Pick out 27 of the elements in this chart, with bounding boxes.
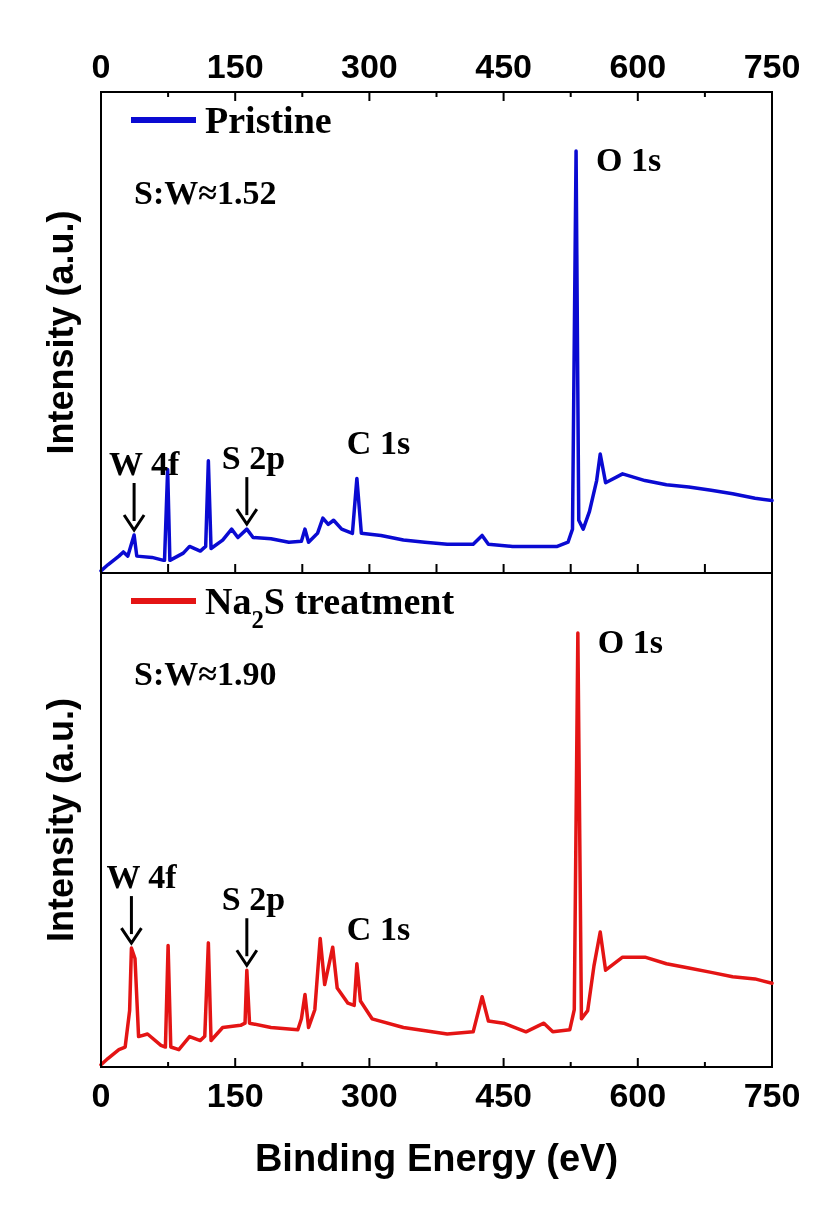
x-tick-label: 0 <box>91 1076 111 1114</box>
annotation: C 1s <box>346 909 411 947</box>
annotation: O 1s <box>597 623 664 660</box>
legend-label: Na$_{2}$S treatment <box>205 580 455 633</box>
annotation: W 4f <box>106 858 178 896</box>
x-tick-label: 0 <box>91 47 111 85</box>
y-axis-title: Intensity (a.u.) <box>40 210 81 455</box>
x-tick-label: 750 <box>743 47 801 85</box>
x-tick-label: 150 <box>206 1076 264 1114</box>
x-tick-label: 450 <box>475 47 532 85</box>
x-tick-label: 600 <box>609 47 667 85</box>
legend-label: Pristine <box>205 99 332 141</box>
annotation: W 4f <box>109 445 180 483</box>
annotation: O 1s <box>596 141 662 178</box>
annotation: S:W≈1.52 <box>134 174 277 211</box>
x-tick-label: 750 <box>743 1076 801 1114</box>
annotation: S 2p <box>221 439 286 477</box>
annotation: S:W≈1.90 <box>134 655 277 692</box>
x-tick-label: 450 <box>475 1076 532 1114</box>
x-axis-title: Binding Energy (eV) <box>254 1137 619 1179</box>
x-tick-label: 600 <box>609 1076 667 1114</box>
y-axis-title: Intensity (a.u.) <box>40 697 81 943</box>
annotation: C 1s <box>346 424 411 462</box>
x-tick-label: 300 <box>341 1076 398 1114</box>
x-tick-label: 150 <box>206 47 264 85</box>
x-tick-label: 300 <box>341 47 398 85</box>
annotation: S 2p <box>221 880 286 918</box>
